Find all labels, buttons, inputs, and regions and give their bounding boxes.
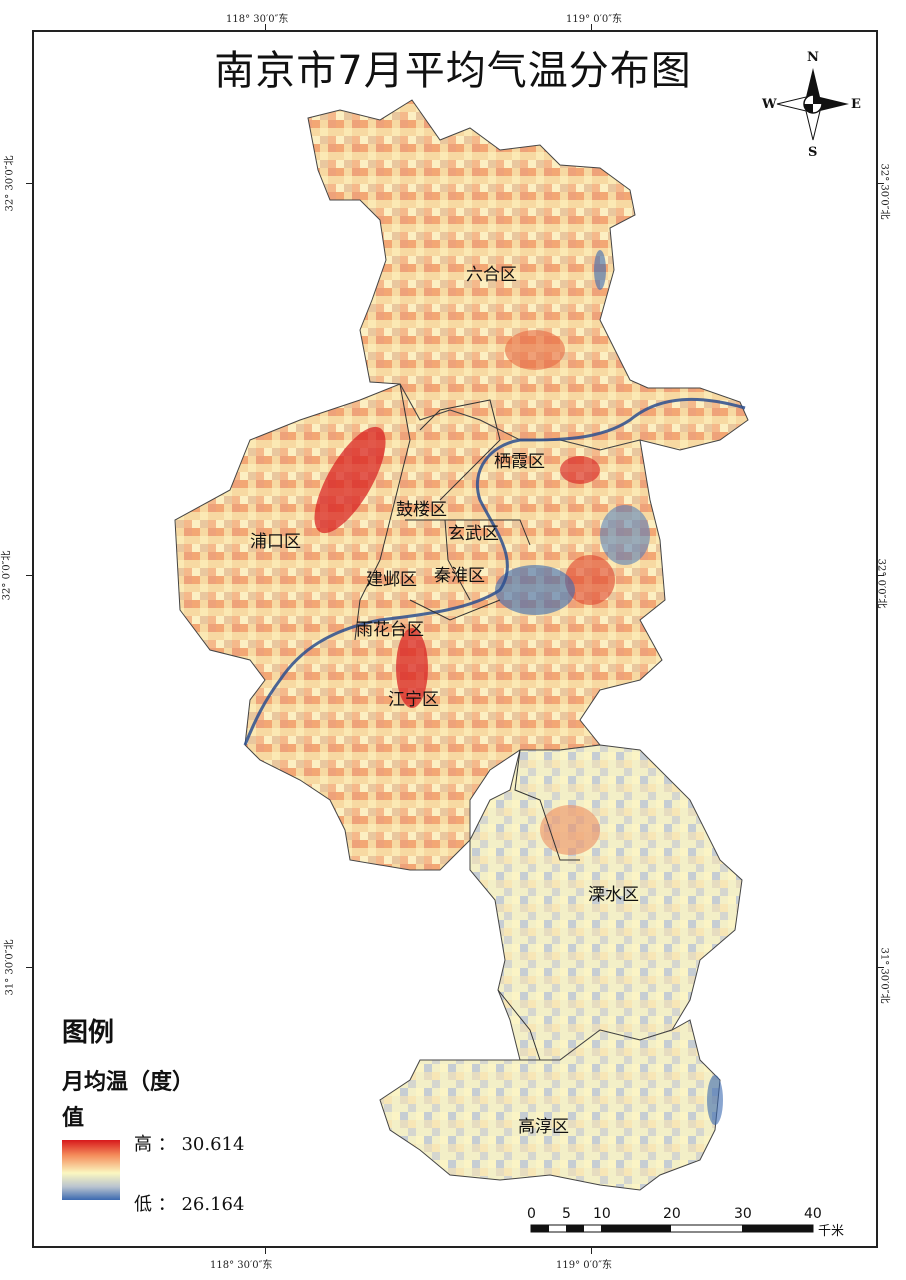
tick — [265, 24, 266, 30]
top-coord-left: 118° 30′0″东 — [226, 14, 289, 25]
tick — [265, 1248, 266, 1254]
compass-e: E — [851, 97, 861, 112]
label-pukou: 浦口区 — [250, 532, 301, 552]
scale-label-30: 30 — [734, 1206, 752, 1222]
tick — [26, 967, 32, 968]
scale-label-20: 20 — [663, 1206, 681, 1222]
scale-unit: 千米 — [818, 1224, 845, 1239]
boundary — [514, 749, 580, 861]
compass-w: W — [762, 97, 777, 112]
tick — [878, 183, 884, 184]
hotspot-lishui — [540, 805, 600, 855]
label-jiangning: 江宁区 — [388, 690, 439, 710]
coolspot-liuhe-east — [594, 250, 606, 290]
boundary — [497, 989, 541, 1061]
hotspot-jiangning-east — [565, 555, 615, 605]
label-yuhuatai: 雨花台区 — [356, 620, 424, 640]
hotspot-qixia — [560, 456, 600, 484]
bottom-coord-left: 118° 30′0″东 — [210, 1260, 273, 1271]
legend-title: 图例 — [62, 1018, 115, 1048]
compass-n: N — [807, 50, 819, 65]
label-xuanwu: 玄武区 — [448, 524, 499, 544]
hotspot-yuhuatai — [396, 628, 428, 708]
hotspot-liuhe — [505, 330, 565, 370]
label-lishui: 溧水区 — [588, 885, 639, 905]
scale-label-40: 40 — [804, 1206, 822, 1222]
bottom-coord-right: 119° 0′0″东 — [556, 1260, 612, 1271]
tick — [878, 967, 884, 968]
label-jianye: 建邺区 — [366, 570, 417, 590]
yangtze-river — [243, 397, 746, 746]
tick — [26, 575, 32, 576]
coolspot-east — [600, 505, 650, 565]
legend-subtitle: 月均温（度） — [62, 1070, 195, 1095]
liuhe-region — [307, 99, 749, 451]
legend-value-label: 值 — [62, 1106, 85, 1131]
label-liuhe: 六合区 — [466, 265, 517, 285]
label-gaochun: 高淳区 — [518, 1117, 569, 1137]
label-qixia: 栖霞区 — [494, 452, 545, 472]
legend-low: 低 ： 26.164 — [134, 1194, 245, 1215]
gaochun-region — [379, 1019, 721, 1191]
tick — [591, 1248, 592, 1254]
scale-label-0: 0 — [527, 1206, 536, 1222]
tick — [26, 183, 32, 184]
coolspot-gaochun — [707, 1075, 723, 1125]
hotspot-pukou — [314, 426, 386, 534]
boundary — [405, 519, 531, 546]
label-qinhuai: 秦淮区 — [434, 566, 485, 586]
boundary — [354, 383, 411, 641]
scale-label-5: 5 — [562, 1206, 571, 1222]
boundary — [409, 599, 501, 621]
legend-high: 高 ： 30.614 — [134, 1134, 245, 1155]
label-gulou: 鼓楼区 — [396, 500, 447, 520]
map-title: 南京市7月平均气温分布图 — [214, 48, 692, 94]
boundary — [444, 519, 471, 601]
coolspot-city — [495, 565, 575, 615]
legend-color-ramp — [62, 1140, 120, 1200]
tick — [591, 24, 592, 30]
top-coord-right: 119° 0′0″东 — [566, 14, 622, 25]
compass-s: S — [808, 145, 818, 160]
boundary — [419, 399, 501, 501]
scale-label-10: 10 — [593, 1206, 611, 1222]
tick — [878, 575, 884, 576]
